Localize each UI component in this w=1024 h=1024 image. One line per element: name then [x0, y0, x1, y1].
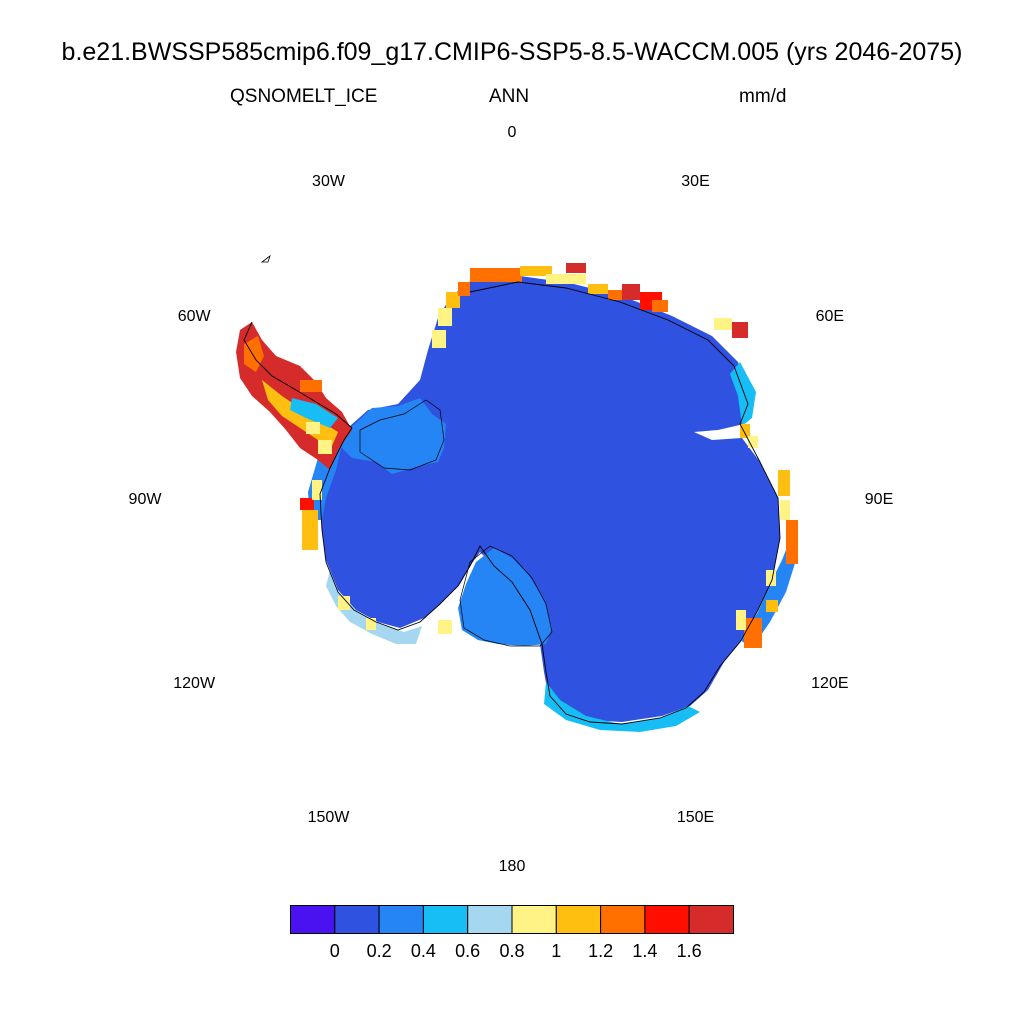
colorbar [290, 905, 734, 934]
grounding-line [359, 399, 445, 471]
colorbar-tick-label: 1.6 [676, 941, 702, 961]
variable-label: QSNOMELT_ICE [230, 86, 378, 107]
colorbar-swatch [688, 905, 734, 934]
colorbar-swatch [644, 905, 690, 934]
antarctica-interior [322, 276, 780, 722]
longitude-label: 150E [676, 808, 715, 826]
colorbar-swatch [467, 905, 513, 934]
east-coast-zone [730, 362, 756, 426]
colorbar-swatch [511, 905, 557, 934]
longitude-label: 120W [173, 674, 216, 692]
season-label: ANN [489, 86, 530, 107]
colorbar-tick-label: 1 [551, 941, 562, 961]
peninsula-patch [306, 422, 320, 434]
figure-title: b.e21.BWSSP585cmip6.f09_g17.CMIP6-SSP5-8… [61, 38, 963, 66]
units-label: mm/d [739, 86, 787, 107]
coastline [243, 281, 781, 725]
longitude-label: 180 [498, 858, 526, 875]
peninsula-patch [318, 440, 332, 454]
ross-shelf-zone [458, 548, 552, 646]
colorbar-tick-label: 0.8 [499, 941, 525, 961]
peninsula-shelf [290, 398, 338, 428]
peninsula-patch [300, 380, 322, 392]
longitude-label: 60E [815, 307, 845, 325]
weddell-shelf-zone [340, 398, 446, 474]
colorbar-tick-label: 1.2 [588, 941, 614, 961]
colorbar-swatch [422, 905, 469, 934]
longitude-label: 90W [128, 491, 162, 508]
longitude-label: 120E [811, 674, 849, 692]
colorbar-swatch [334, 905, 380, 934]
colorbar-tick-label: 0.4 [410, 941, 436, 961]
longitude-label: 60W [177, 307, 211, 325]
colorbar-swatch [555, 905, 602, 934]
longitude-label: 90E [864, 491, 894, 508]
colorbar-swatch [600, 905, 646, 934]
colorbar-tick-label: 0.6 [455, 941, 481, 961]
small-island [260, 254, 271, 263]
ross-grounding-line [459, 545, 553, 647]
coastal-highlights [300, 263, 798, 648]
longitude-label: 150W [307, 808, 350, 826]
colorbar-tick-label: 0 [329, 941, 340, 961]
colorbar-tick-label: 1.4 [632, 941, 658, 961]
colorbar-swatch [290, 905, 336, 934]
colorbar-swatch [378, 905, 424, 934]
longitude-label: 30W [312, 173, 345, 191]
longitude-label: 0 [507, 124, 517, 141]
longitude-label: 30E [681, 173, 710, 191]
colorbar-tick-label: 0.2 [366, 941, 392, 961]
